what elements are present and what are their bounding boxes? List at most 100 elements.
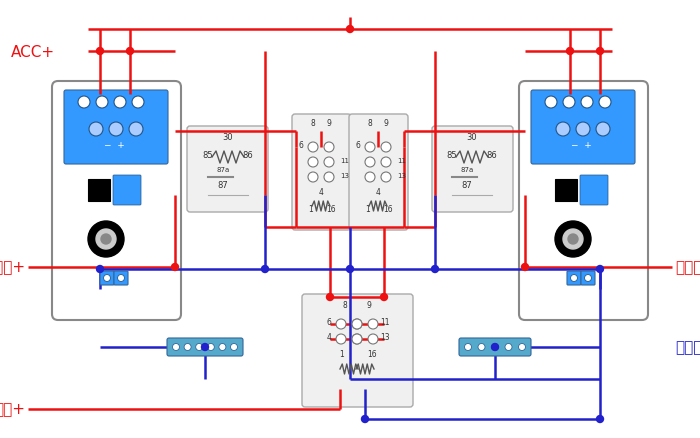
Circle shape — [568, 234, 578, 244]
FancyBboxPatch shape — [64, 91, 168, 165]
Circle shape — [207, 344, 214, 351]
Text: 右转向+: 右转向+ — [675, 260, 700, 275]
Text: 11: 11 — [340, 158, 349, 164]
Text: 1: 1 — [309, 205, 314, 213]
Circle shape — [555, 222, 591, 258]
Circle shape — [101, 234, 111, 244]
Circle shape — [478, 344, 485, 351]
Text: 86: 86 — [243, 151, 253, 159]
FancyBboxPatch shape — [292, 115, 351, 230]
Text: 6: 6 — [327, 317, 331, 326]
Circle shape — [308, 158, 318, 168]
Circle shape — [78, 97, 90, 109]
Circle shape — [381, 143, 391, 153]
Circle shape — [563, 97, 575, 109]
Bar — [88, 180, 110, 201]
FancyBboxPatch shape — [187, 127, 268, 212]
Text: 11: 11 — [398, 158, 407, 164]
Text: 87: 87 — [461, 180, 472, 190]
Circle shape — [365, 173, 375, 183]
Circle shape — [172, 264, 178, 271]
Circle shape — [599, 97, 611, 109]
FancyBboxPatch shape — [519, 82, 648, 320]
Circle shape — [202, 344, 209, 351]
FancyBboxPatch shape — [531, 91, 635, 165]
Text: 8: 8 — [311, 119, 316, 128]
Circle shape — [118, 275, 125, 282]
Text: 11: 11 — [380, 317, 390, 326]
Bar — [555, 180, 577, 201]
Circle shape — [172, 344, 179, 351]
FancyBboxPatch shape — [349, 115, 408, 230]
Circle shape — [109, 123, 123, 137]
Circle shape — [381, 173, 391, 183]
Text: 9: 9 — [327, 119, 331, 128]
Text: 30: 30 — [223, 133, 233, 141]
Text: 30: 30 — [467, 133, 477, 141]
Circle shape — [566, 48, 573, 55]
Circle shape — [97, 48, 104, 55]
Circle shape — [336, 334, 346, 344]
Circle shape — [262, 266, 269, 273]
Circle shape — [570, 275, 578, 282]
Circle shape — [381, 158, 391, 168]
Circle shape — [576, 123, 590, 137]
Text: 86: 86 — [486, 151, 498, 159]
Circle shape — [324, 158, 334, 168]
Circle shape — [368, 334, 378, 344]
Text: 大灯+: 大灯+ — [0, 402, 25, 417]
Circle shape — [346, 266, 354, 273]
Text: 16: 16 — [383, 205, 393, 213]
Circle shape — [491, 344, 498, 351]
FancyBboxPatch shape — [432, 127, 513, 212]
Circle shape — [336, 319, 346, 329]
FancyBboxPatch shape — [580, 176, 608, 205]
Text: 4: 4 — [318, 187, 323, 197]
Text: 87: 87 — [218, 180, 228, 190]
Circle shape — [104, 275, 111, 282]
Circle shape — [308, 173, 318, 183]
Text: 左转向+: 左转向+ — [0, 260, 25, 275]
Circle shape — [465, 344, 472, 351]
Text: 8: 8 — [368, 119, 372, 128]
Circle shape — [352, 334, 362, 344]
Circle shape — [324, 173, 334, 183]
Text: 4: 4 — [376, 187, 380, 197]
FancyBboxPatch shape — [167, 338, 243, 356]
Circle shape — [596, 266, 603, 273]
Text: 1: 1 — [365, 205, 370, 213]
Circle shape — [96, 230, 116, 249]
FancyBboxPatch shape — [114, 272, 128, 285]
Circle shape — [127, 48, 134, 55]
Circle shape — [352, 319, 362, 329]
Circle shape — [491, 344, 498, 351]
Circle shape — [114, 97, 126, 109]
Circle shape — [581, 97, 593, 109]
Circle shape — [596, 48, 603, 55]
Text: 13: 13 — [380, 332, 390, 341]
Text: 9: 9 — [367, 300, 372, 309]
Text: 13: 13 — [340, 173, 349, 179]
FancyBboxPatch shape — [459, 338, 531, 356]
Circle shape — [129, 123, 143, 137]
Text: 搞鐵－: 搞鐵－ — [675, 340, 700, 355]
Text: 85: 85 — [447, 151, 457, 159]
Circle shape — [381, 294, 388, 301]
Circle shape — [368, 319, 378, 329]
Circle shape — [352, 334, 362, 344]
Circle shape — [545, 97, 557, 109]
Circle shape — [596, 416, 603, 423]
Circle shape — [431, 266, 438, 273]
FancyBboxPatch shape — [581, 272, 595, 285]
Text: 87a: 87a — [461, 166, 474, 173]
Circle shape — [230, 344, 237, 351]
FancyBboxPatch shape — [567, 272, 581, 285]
Circle shape — [596, 123, 610, 137]
FancyBboxPatch shape — [100, 272, 114, 285]
FancyBboxPatch shape — [113, 176, 141, 205]
Circle shape — [326, 294, 333, 301]
Text: 1: 1 — [340, 349, 344, 358]
Text: 6: 6 — [356, 141, 360, 150]
Circle shape — [365, 158, 375, 168]
Circle shape — [505, 344, 512, 351]
